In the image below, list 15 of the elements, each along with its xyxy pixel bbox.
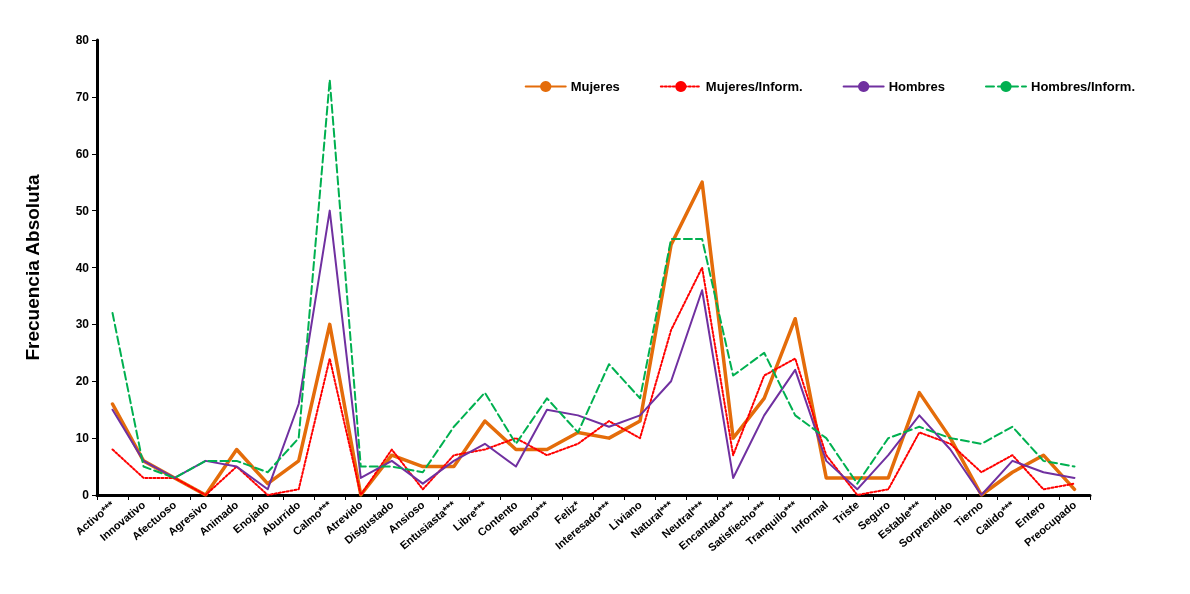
y-tick-label: 10 <box>75 431 90 446</box>
y-tick-label: 30 <box>75 317 90 332</box>
y-tick-label: 60 <box>75 146 90 161</box>
y-tick-label: 50 <box>75 203 90 218</box>
y-tick-label: 40 <box>75 260 90 275</box>
line-series <box>111 266 1076 496</box>
y-tick-label: 0 <box>82 488 90 502</box>
y-axis-title: Frecuencia Absoluta <box>22 173 43 361</box>
legend-label: Hombres <box>888 79 945 94</box>
y-tick-label: 80 <box>75 33 90 47</box>
legend-label: Mujeres/Inform. <box>705 79 803 94</box>
y-tick-label: 70 <box>75 89 90 104</box>
y-tick-label: 20 <box>75 374 90 389</box>
legend-label: Mujeres <box>570 79 620 94</box>
legend-label: Hombres/Inform. <box>1030 79 1135 94</box>
